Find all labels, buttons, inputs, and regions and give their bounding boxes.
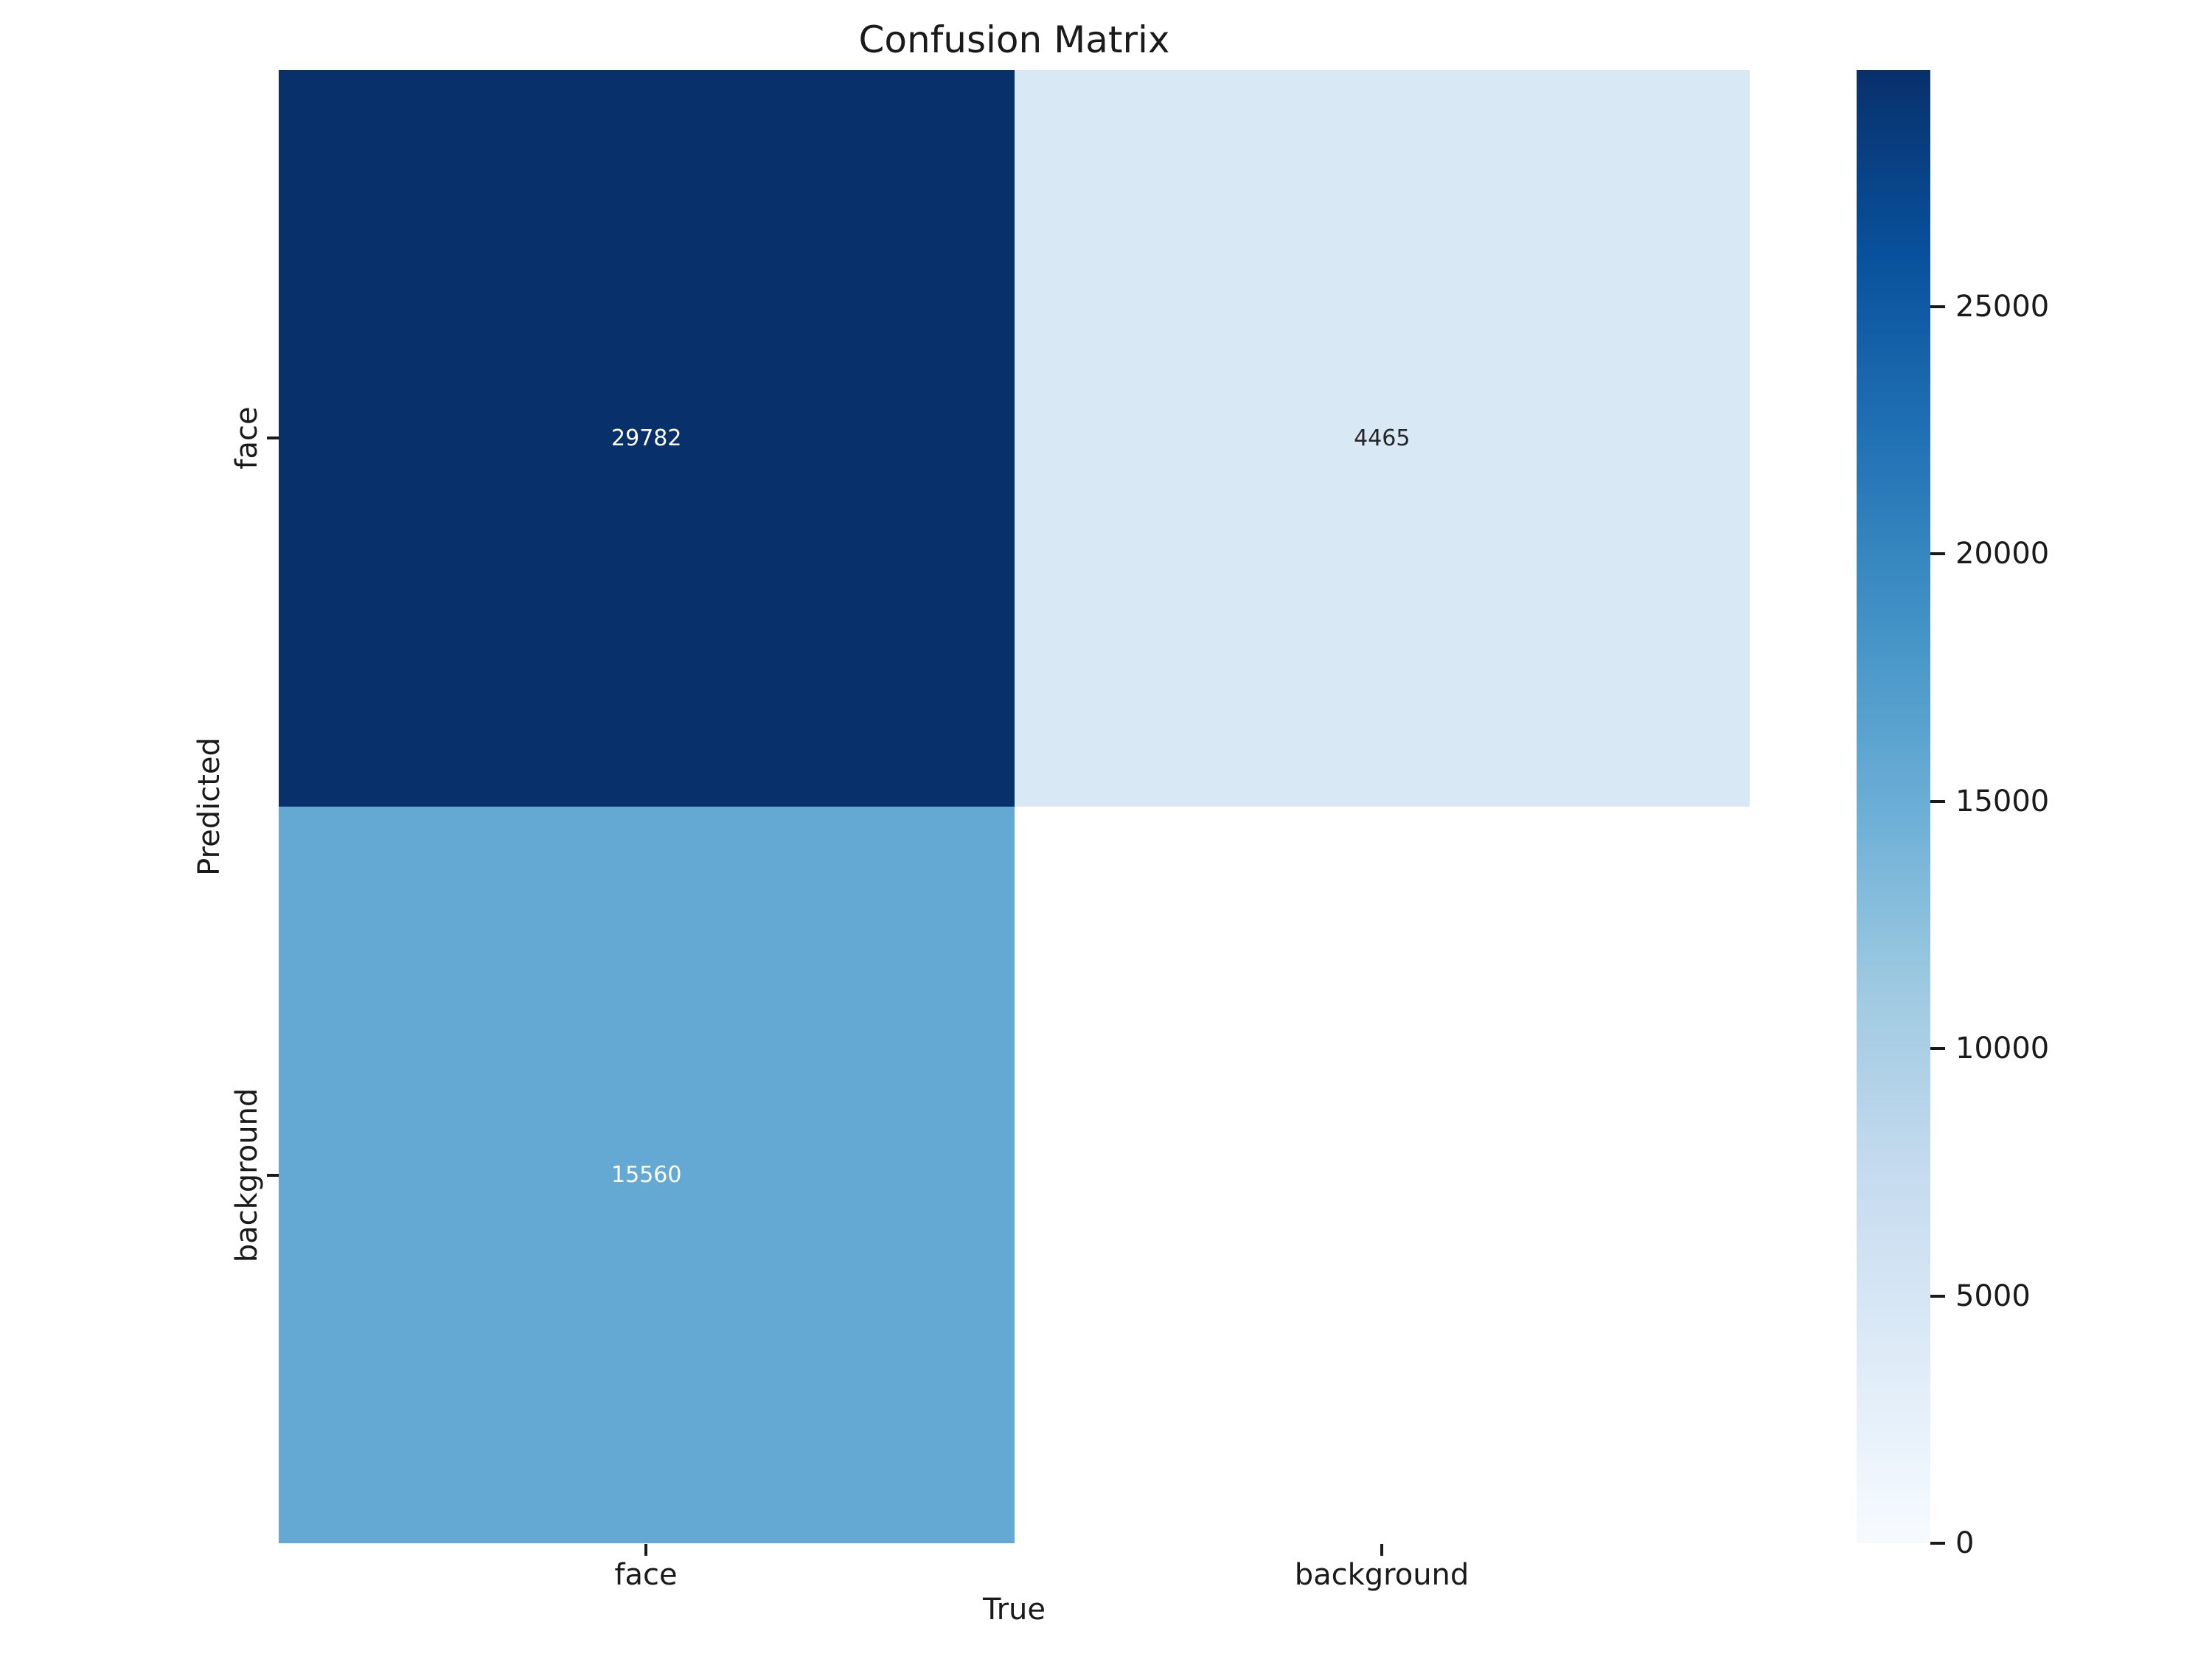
y-tickmark-background xyxy=(267,1174,279,1177)
colorbar-tick: 15000 xyxy=(1930,784,2049,819)
x-ticklabel-background: background xyxy=(1294,1558,1470,1592)
colorbar-ticks: 25000 20000 15000 10000 5000 0 xyxy=(1930,70,2122,1560)
cell-value: 4465 xyxy=(1354,425,1411,451)
colorbar-ticklabel: 5000 xyxy=(1955,1279,2031,1313)
colorbar-tick: 25000 xyxy=(1930,289,2049,324)
colorbar-tick: 10000 xyxy=(1930,1031,2049,1066)
colorbar-ticklabel: 15000 xyxy=(1955,784,2050,818)
x-tickmark-face xyxy=(644,1544,647,1556)
heatmap-cell-background-face: 15560 xyxy=(279,807,1015,1543)
colorbar-ticklabel: 25000 xyxy=(1955,289,2050,324)
colorbar-tick: 20000 xyxy=(1930,536,2049,571)
colorbar-ticklabel: 20000 xyxy=(1955,537,2050,571)
y-ticklabel-face: face xyxy=(230,406,264,470)
y-axis-label: Predicted xyxy=(192,737,226,876)
y-ticklabel-background: background xyxy=(230,1088,264,1263)
colorbar-tickmark xyxy=(1930,1294,1945,1298)
chart-title: Confusion Matrix xyxy=(858,18,1170,61)
colorbar-tick: 5000 xyxy=(1930,1279,2031,1314)
colorbar-tickmark xyxy=(1930,799,1945,803)
colorbar-ticklabel: 10000 xyxy=(1955,1032,2050,1066)
y-tickmark-face xyxy=(267,437,279,439)
cell-value: 29782 xyxy=(611,425,682,451)
cell-value: 15560 xyxy=(611,1162,682,1188)
colorbar-tickmark xyxy=(1930,552,1945,556)
colorbar-tickmark xyxy=(1930,1047,1945,1051)
heatmap-cell-face-face: 29782 xyxy=(279,70,1015,807)
heatmap-cell-face-background: 4465 xyxy=(1014,70,1750,807)
x-axis-label: True xyxy=(983,1593,1046,1627)
colorbar-tickmark xyxy=(1930,305,1945,308)
colorbar-ticklabel: 0 xyxy=(1955,1526,1975,1560)
colorbar-tick: 0 xyxy=(1930,1526,1974,1561)
heatmap-cell-background-background xyxy=(1014,807,1750,1543)
colorbar-tickmark xyxy=(1930,1542,1945,1545)
x-tickmark-background xyxy=(1380,1544,1383,1556)
colorbar-gradient xyxy=(1857,70,1930,1543)
heatmap-grid: 29782 4465 15560 xyxy=(279,70,1750,1543)
x-ticklabel-face: face xyxy=(614,1558,678,1592)
